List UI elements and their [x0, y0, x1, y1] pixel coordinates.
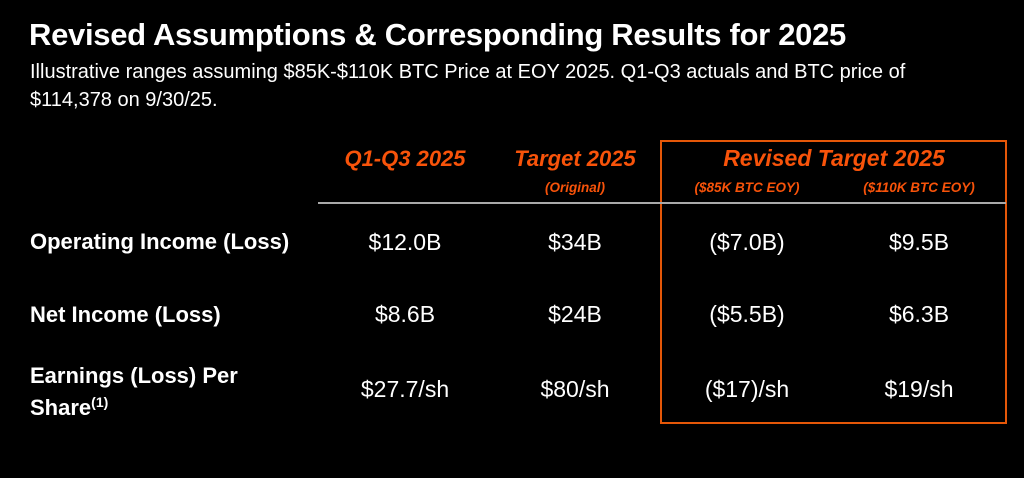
operating-income-revised-85k-value: ($7.0B): [709, 229, 785, 255]
subtitle-line-1: Illustrative ranges assuming $85K-$110K …: [30, 61, 906, 83]
column-subheader-85k-btc-eoy: ($85K BTC EOY): [694, 180, 800, 195]
column-subheader-110k-btc-eoy: ($110K BTC EOY): [863, 180, 975, 195]
operating-income-q1-q3-value: $12.0B: [368, 229, 442, 255]
eps-q1-q3-value: $27.7/sh: [360, 376, 450, 402]
eps-revised-85k-value: ($17)/sh: [704, 376, 790, 402]
row-label-net-income: Net Income (Loss): [30, 302, 221, 327]
net-income-revised-110k-value: $6.3B: [888, 301, 950, 327]
column-header-revised-target-2025: Revised Target 2025: [723, 145, 945, 171]
eps-label-line-1: Earnings (Loss) Per: [30, 363, 238, 388]
eps-target-value: $80/sh: [540, 376, 610, 402]
column-header-target-2025: Target 2025: [514, 146, 636, 171]
subtitle-line-2: $114,378 on 9/30/25.: [30, 89, 218, 111]
slide-subtitle: Illustrative ranges assuming $85K-$110K …: [30, 58, 905, 114]
column-subheader-original: (Original): [545, 180, 605, 195]
net-income-target-value: $24B: [548, 301, 602, 327]
net-income-q1-q3-value: $8.6B: [374, 301, 436, 327]
eps-footnote-marker: (1): [91, 394, 109, 410]
net-income-revised-85k-value: ($5.5B): [709, 301, 785, 327]
row-label-operating-income: Operating Income (Loss): [30, 229, 290, 254]
eps-label-line-2: Share(1): [30, 394, 109, 420]
eps-revised-110k-value: $19/sh: [884, 376, 954, 402]
revised-target-highlight-box: [660, 140, 1007, 424]
column-header-q1-q3-2025: Q1-Q3 2025: [344, 146, 466, 171]
slide-title: Revised Assumptions & Corresponding Resu…: [29, 17, 846, 52]
operating-income-revised-110k-value: $9.5B: [888, 229, 950, 255]
operating-income-target-value: $34B: [548, 229, 602, 255]
row-label-earnings-per-share: Earnings (Loss) Per Share(1): [30, 362, 320, 421]
header-divider-line: [318, 202, 1006, 204]
